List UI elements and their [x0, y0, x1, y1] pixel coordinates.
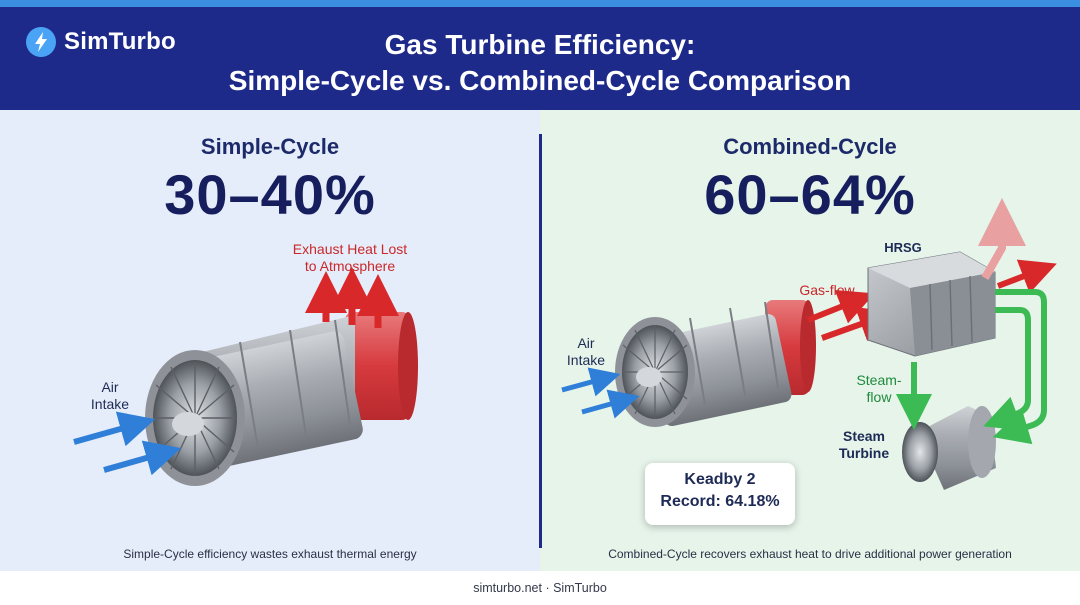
steam-turbine-label: Steam Turbine [832, 428, 896, 462]
keadby-record-callout: Keadby 2 Record: 64.18% [645, 463, 795, 525]
hrsg-exhaust-arrows [978, 198, 1057, 294]
top-accent-bar [0, 0, 1080, 7]
simple-cycle-panel: Simple-Cycle 30–40% Simple-Cycle efficie… [0, 110, 540, 571]
combined-air-intake-label: Air Intake [556, 335, 616, 369]
combined-cycle-air-arrows [561, 367, 640, 419]
hrsg-label: HRSG [884, 240, 922, 255]
simple-cycle-caption: Simple-Cycle efficiency wastes exhaust t… [123, 547, 417, 561]
steam-turbine-label-line2: Turbine [838, 445, 890, 461]
hrsg-unit [867, 251, 996, 357]
simple-cycle-exhaust-arrows [305, 267, 399, 328]
panel-divider [539, 134, 542, 548]
simple-cycle-title: Simple-Cycle [200, 134, 340, 159]
brand-logo[interactable]: SimTurbo [26, 27, 176, 57]
simple-cycle-turbine [145, 312, 418, 486]
combined-air-label-line1: Air [577, 335, 595, 351]
brand-name: SimTurbo [64, 28, 176, 55]
simple-air-label-line1: Air [101, 379, 119, 395]
simple-air-label-line2: Intake [90, 396, 130, 412]
record-value: Record: 64.18% [660, 493, 780, 510]
lightning-bolt-icon [26, 27, 56, 57]
page-title-line1: Gas Turbine Efficiency: [384, 29, 696, 60]
page-title-line2: Simple-Cycle vs. Combined-Cycle Comparis… [228, 65, 852, 96]
steam-flow-label: Steam- flow [848, 372, 910, 406]
steam-turbine-unit [902, 406, 996, 490]
record-plant-name: Keadby 2 [684, 471, 756, 488]
steam-turbine-label-line1: Steam [842, 428, 886, 444]
combined-cycle-efficiency: 60–64% [704, 163, 916, 226]
gas-flow-label: Gas-flow [799, 282, 855, 298]
exhaust-heat-label-line2: to Atmosphere [304, 258, 396, 274]
simple-air-intake-label: Air Intake [80, 379, 140, 413]
steam-flow-label-line2: flow [866, 389, 892, 405]
combined-cycle-turbine [615, 300, 816, 427]
combined-cycle-caption: Combined-Cycle recovers exhaust heat to … [608, 547, 1012, 561]
exhaust-heat-label: Exhaust Heat Lost to Atmosphere [280, 241, 420, 275]
header-banner: SimTurbo Gas Turbine Efficiency: Simple-… [0, 7, 1080, 110]
exhaust-heat-label-line1: Exhaust Heat Lost [292, 241, 408, 257]
combined-cycle-title: Combined-Cycle [723, 134, 897, 159]
steam-flow-arrows [896, 289, 1047, 445]
footer-credit[interactable]: simturbo.net · SimTurbo [0, 571, 1080, 603]
simple-cycle-efficiency: 30–40% [164, 163, 376, 226]
simple-cycle-air-arrows [73, 411, 182, 476]
steam-flow-label-line1: Steam- [856, 372, 902, 388]
combined-air-label-line2: Intake [566, 352, 606, 368]
